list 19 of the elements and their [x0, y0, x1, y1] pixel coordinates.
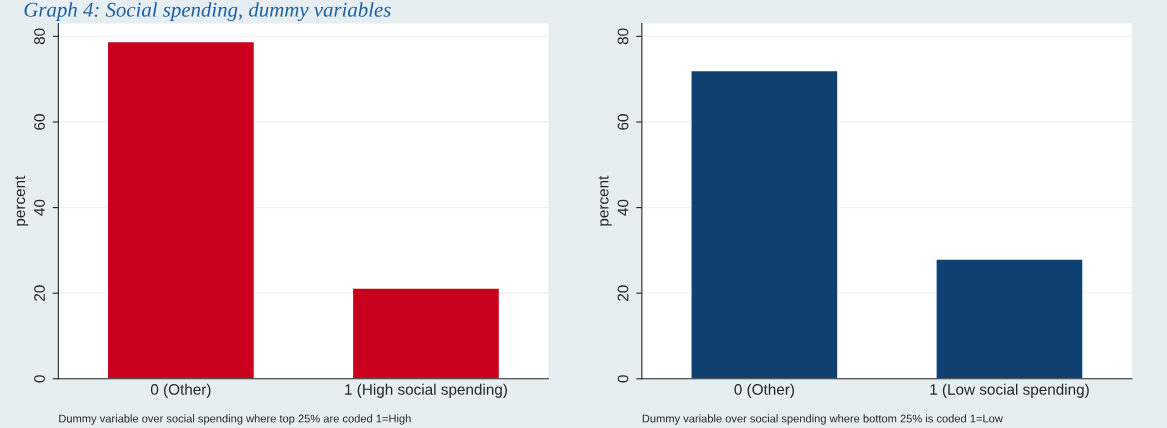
x-tick-label: 0 (Other): [150, 383, 211, 398]
y-axis-title: percent: [598, 175, 612, 226]
y-tick-label: 20: [34, 285, 45, 301]
y-tick-label: 80: [617, 28, 629, 45]
y-tick-label: 20: [617, 285, 629, 301]
x-tick-label: 1 (High social spending): [345, 383, 507, 398]
text: Dummy variable over social spending where bottom 25% is coded 1=Low: [642, 414, 1003, 425]
y-tick-label: 0: [617, 375, 629, 383]
y-tick-label: 40: [617, 199, 629, 216]
chart-title: Graph 4: Social spending, dummy variables: [24, 2, 391, 22]
y-tick-label: 0: [34, 375, 45, 383]
text: Dummy variable over social spending where top 25% are coded 1=High: [59, 414, 411, 425]
y-tick-label: 40: [34, 199, 45, 216]
x-tick-label: 1 (Low social spending): [930, 383, 1089, 398]
y-tick-label: 80: [34, 28, 45, 45]
y-tick-label: 60: [617, 114, 629, 130]
y-tick-label: 60: [34, 114, 45, 130]
x-tick-label: 0 (Other): [734, 383, 794, 398]
y-axis-title: percent: [15, 175, 29, 226]
